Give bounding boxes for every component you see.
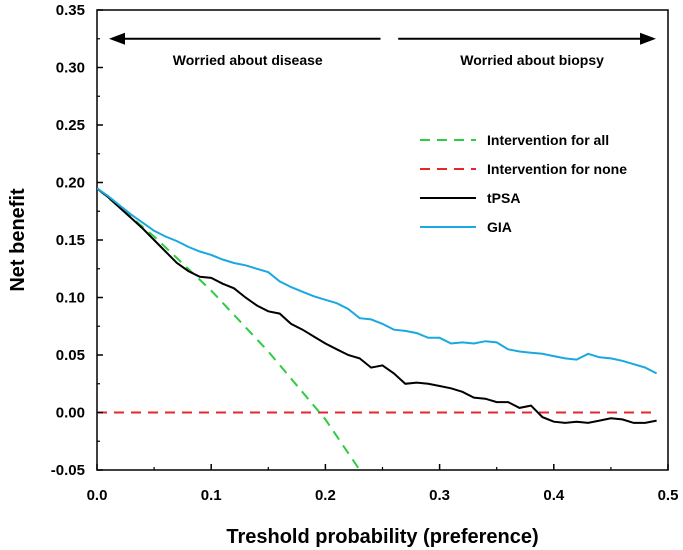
x-tick-label: 0.4: [543, 487, 565, 504]
x-axis-title: Treshold probability (preference): [226, 526, 538, 548]
legend-label-tpsa: tPSA: [487, 190, 520, 206]
arrow-right-head: [640, 32, 656, 45]
y-tick-label: 0.30: [56, 60, 85, 77]
x-axis: 0.0 0.1 0.2 0.3 0.4 0.5: [87, 464, 679, 504]
series-line-intervention-for-all: [97, 187, 361, 470]
arrow-left-head: [109, 32, 125, 45]
y-tick-label: 0.15: [56, 232, 85, 249]
legend-label-gia: GIA: [487, 219, 512, 235]
plot-border: [96, 9, 669, 471]
y-tick-label: 0.35: [56, 2, 85, 19]
series-line-tpsa: [97, 187, 657, 424]
y-tick-label: 0.25: [56, 117, 85, 134]
y-axis-title: Net benefit: [7, 188, 29, 292]
y-tick-label: 0.05: [56, 347, 85, 364]
y-tick-label: 0.20: [56, 175, 85, 192]
annotation-worried-biopsy: Worried about biopsy: [460, 52, 604, 68]
x-tick-label: 0.2: [315, 487, 336, 504]
x-tick-label: 0.5: [658, 487, 679, 504]
x-tick-label: 0.3: [429, 487, 450, 504]
plot-frame: [96, 9, 669, 471]
series-layer: [97, 187, 658, 470]
annotation-layer: Worried about disease Worried about biop…: [109, 32, 656, 68]
annotation-worried-disease: Worried about disease: [173, 52, 323, 68]
x-tick-label: 0.1: [201, 487, 222, 504]
y-tick-label: -0.05: [51, 462, 85, 479]
legend: Intervention for all Intervention for non…: [420, 132, 627, 235]
x-tick-label: 0.0: [87, 487, 108, 504]
legend-label-intervention-for-all: Intervention for all: [487, 132, 609, 148]
y-tick-label: 0.10: [56, 290, 85, 307]
series-line-gia: [97, 187, 658, 375]
legend-label-intervention-for-none: Intervention for none: [487, 161, 627, 177]
y-tick-label: 0.00: [56, 405, 85, 422]
y-axis: -0.05 0.00 0.05 0.10 0.15 0.20 0.25 0.30 0.35: [51, 2, 103, 479]
